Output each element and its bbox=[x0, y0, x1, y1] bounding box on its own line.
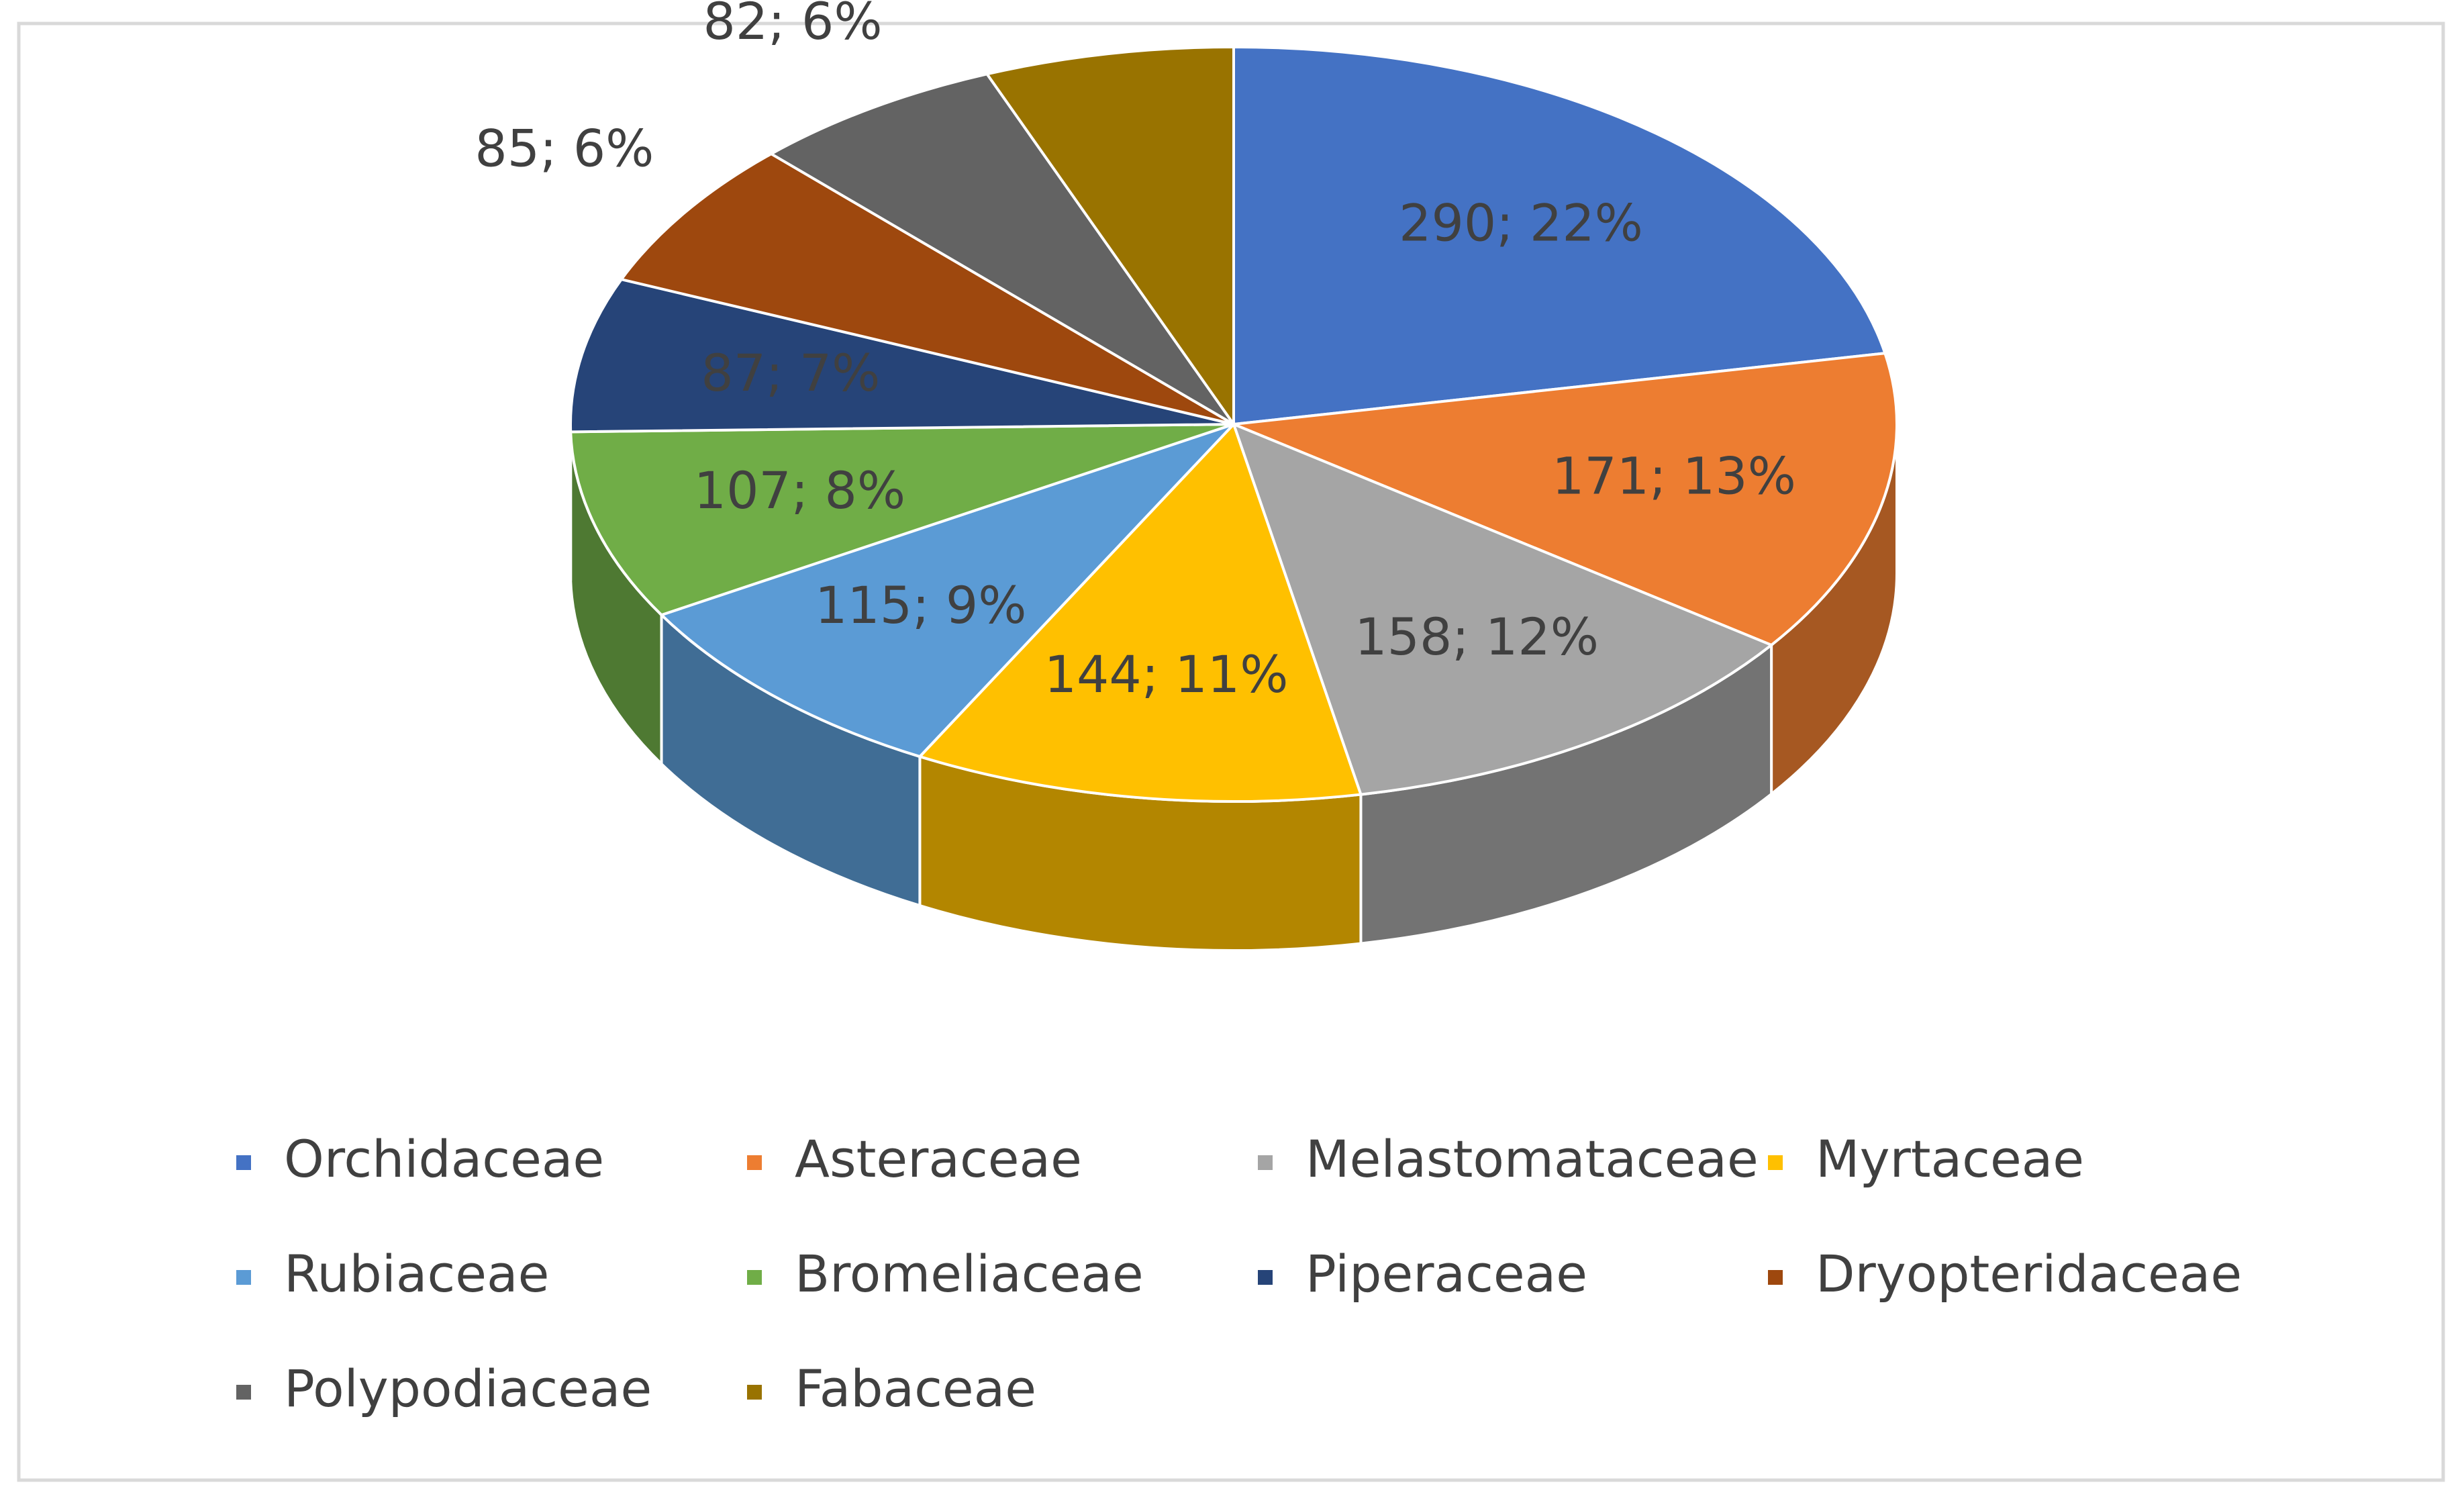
legend-marker bbox=[747, 1270, 762, 1285]
legend-label: Orchidaceae bbox=[284, 1129, 604, 1189]
data-label: 87; 7% bbox=[701, 343, 880, 403]
legend-label: Asteraceae bbox=[795, 1129, 1082, 1189]
data-label: 85; 6% bbox=[475, 119, 654, 179]
legend-label: Melastomataceae bbox=[1305, 1129, 1759, 1189]
legend-marker bbox=[1258, 1270, 1273, 1285]
slice bbox=[1232, 45, 1887, 426]
legend-label: Piperaceae bbox=[1305, 1244, 1587, 1304]
data-label: 107; 8% bbox=[694, 460, 905, 520]
legend-marker bbox=[1768, 1270, 1783, 1285]
legend-marker bbox=[236, 1385, 251, 1400]
legend-label: Dryopteridaceae bbox=[1816, 1244, 2242, 1304]
legend-marker bbox=[747, 1155, 762, 1170]
data-label: 290; 22% bbox=[1399, 193, 1643, 252]
legend-label: Rubiaceae bbox=[284, 1244, 549, 1304]
slice bbox=[985, 45, 1235, 429]
slice bbox=[1231, 422, 1775, 796]
slice bbox=[569, 423, 1234, 617]
data-label: 115; 9% bbox=[815, 575, 1026, 635]
slice bbox=[1233, 352, 1898, 647]
slice bbox=[619, 152, 1235, 426]
legend-label: Polypodiaceae bbox=[284, 1359, 652, 1418]
slice bbox=[569, 277, 1234, 434]
legend-marker bbox=[1258, 1155, 1273, 1170]
slice bbox=[917, 422, 1363, 803]
data-label: 158; 12% bbox=[1354, 607, 1599, 667]
legend-marker bbox=[236, 1270, 251, 1285]
data-label: 82; 6% bbox=[703, 0, 883, 51]
data-label: 171; 13% bbox=[1552, 446, 1796, 506]
data-label: 144; 11% bbox=[1044, 644, 1289, 704]
legend-label: Fabaceae bbox=[795, 1359, 1036, 1418]
legend-marker bbox=[236, 1155, 251, 1170]
legend-label: Bromeliaceae bbox=[795, 1244, 1144, 1304]
legend-label: Myrtaceae bbox=[1816, 1129, 2084, 1189]
legend-marker bbox=[747, 1385, 762, 1400]
slice bbox=[768, 72, 1235, 426]
legend-marker bbox=[1768, 1155, 1783, 1170]
slice bbox=[658, 423, 1235, 759]
